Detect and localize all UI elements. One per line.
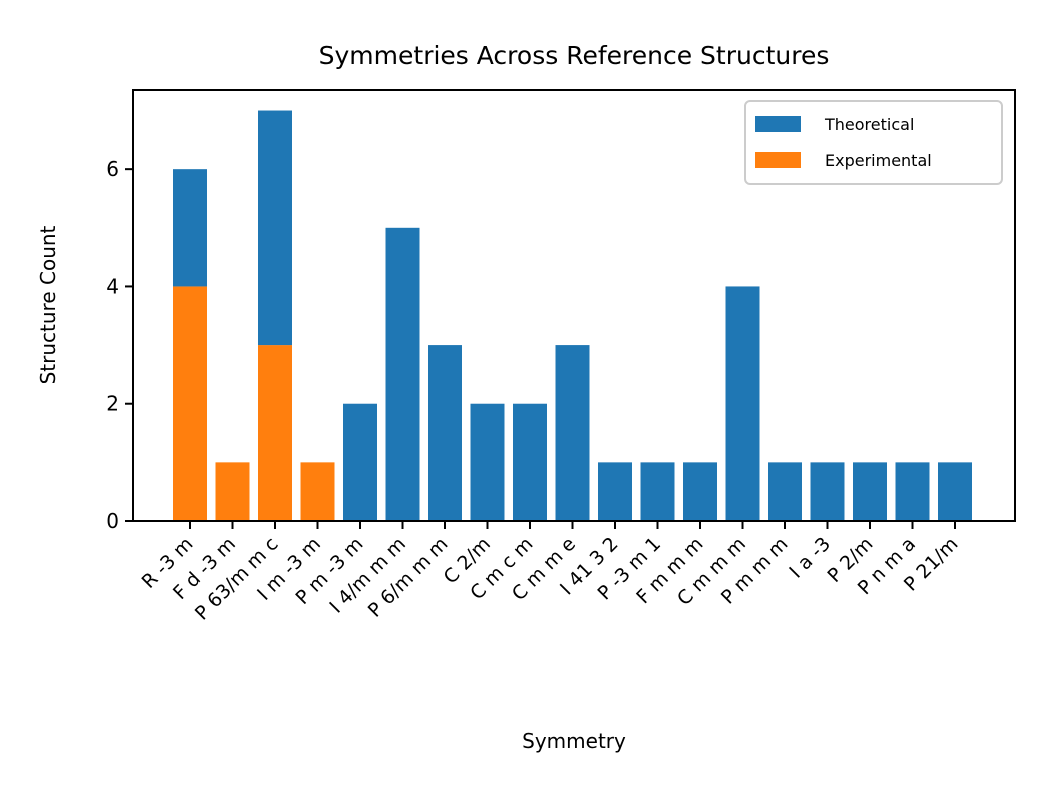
bar-theoretical-2 bbox=[258, 110, 292, 346]
bar-theoretical-14 bbox=[768, 462, 802, 521]
y-tick-label-3: 6 bbox=[106, 157, 119, 181]
bar-theoretical-11 bbox=[640, 462, 675, 521]
bar-theoretical-6 bbox=[428, 345, 462, 521]
x-axis-label: Symmetry bbox=[522, 729, 626, 753]
bar-theoretical-16 bbox=[853, 462, 887, 521]
bar-theoretical-17 bbox=[895, 462, 930, 521]
legend: Theoretical Experimental bbox=[744, 100, 1003, 185]
bar-experimental-3 bbox=[300, 462, 335, 521]
bar-theoretical-10 bbox=[598, 462, 632, 521]
bar-theoretical-4 bbox=[343, 403, 377, 521]
legend-label-theoretical: Theoretical bbox=[824, 115, 914, 134]
legend-box bbox=[744, 100, 1003, 185]
bars-layer bbox=[173, 110, 972, 521]
y-tick-label-2: 4 bbox=[106, 274, 119, 298]
bar-experimental-1 bbox=[215, 462, 250, 521]
bar-theoretical-18 bbox=[938, 462, 972, 521]
bar-theoretical-9 bbox=[555, 345, 590, 521]
y-tick-label-0: 0 bbox=[106, 509, 119, 533]
bar-experimental-0 bbox=[173, 286, 207, 521]
bar-theoretical-15 bbox=[810, 462, 845, 521]
plot-frame bbox=[132, 89, 1016, 522]
bar-theoretical-12 bbox=[683, 462, 717, 521]
legend-swatch-theoretical bbox=[755, 116, 801, 132]
y-axis-label: Structure Count bbox=[36, 225, 60, 384]
bar-experimental-2 bbox=[258, 345, 292, 521]
bar-theoretical-13 bbox=[725, 286, 760, 521]
bar-theoretical-8 bbox=[513, 403, 547, 521]
bar-theoretical-7 bbox=[470, 403, 505, 521]
x-axis: R -3 mF d -3 mP 63/m m cI m -3 mP m -3 m… bbox=[138, 521, 963, 625]
bar-theoretical-0 bbox=[173, 169, 207, 287]
y-axis: 0 2 4 6 bbox=[106, 157, 133, 533]
chart-title: Symmetries Across Reference Structures bbox=[319, 41, 830, 70]
bar-theoretical-5 bbox=[385, 227, 420, 521]
y-tick-label-1: 2 bbox=[106, 392, 119, 416]
legend-swatch-experimental bbox=[755, 152, 801, 168]
legend-label-experimental: Experimental bbox=[825, 151, 932, 170]
